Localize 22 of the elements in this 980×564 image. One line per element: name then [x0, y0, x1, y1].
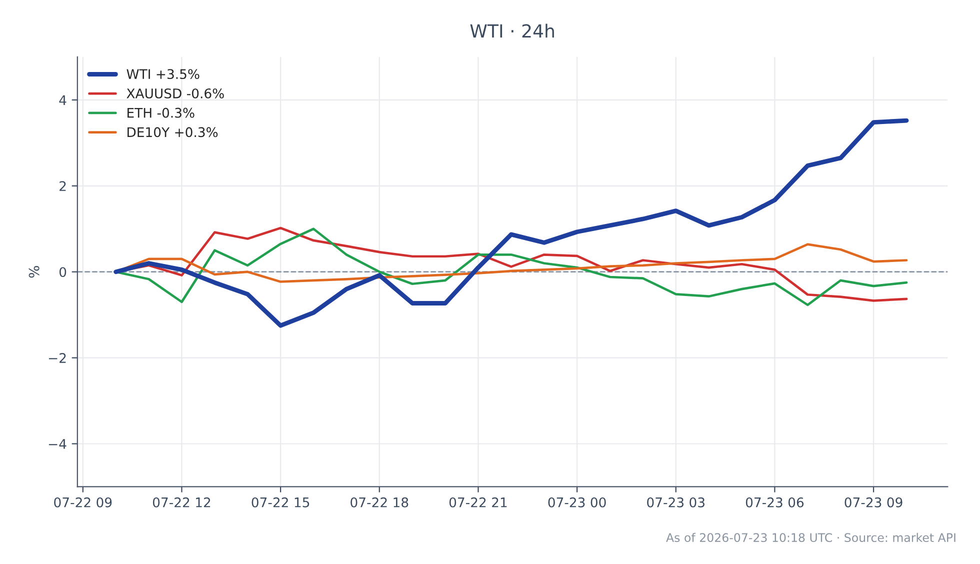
x-tick-label: 07-23 03 [647, 497, 704, 508]
legend-label: WTI +3.5% [126, 69, 200, 80]
legend-label: ETH -0.3% [128, 108, 194, 118]
y-tick-label: 4 [59, 95, 66, 105]
x-tick-label: 07-22 15 [252, 497, 310, 508]
line-series [114, 118, 909, 328]
x-tick-label: 07-22 09 [54, 497, 112, 508]
x-tick-label: 07-23 06 [746, 497, 804, 508]
y-tick-label: −4 [48, 439, 66, 449]
y-tick-label: 2 [60, 181, 66, 191]
x-tick-label: 07-22 21 [449, 497, 507, 508]
x-tick-label: 07-23 09 [844, 497, 902, 508]
x-tick-label: 07-22 18 [350, 497, 408, 508]
x-tick-label: 07-22 12 [152, 497, 210, 508]
legend-label: DE10Y +0.3% [128, 127, 218, 138]
legend-label: XAUUSD -0.6% [126, 88, 224, 98]
y-tick-label: 0 [59, 267, 66, 278]
text: As of 2026-07-23 10:18 UTC · Source: market API [666, 532, 956, 542]
chart-title: WTI · 24h [470, 24, 554, 38]
y-tick-label: −2 [48, 353, 66, 363]
y-axis-title: % [28, 266, 40, 278]
x-tick-label: 07-23 00 [548, 497, 606, 508]
